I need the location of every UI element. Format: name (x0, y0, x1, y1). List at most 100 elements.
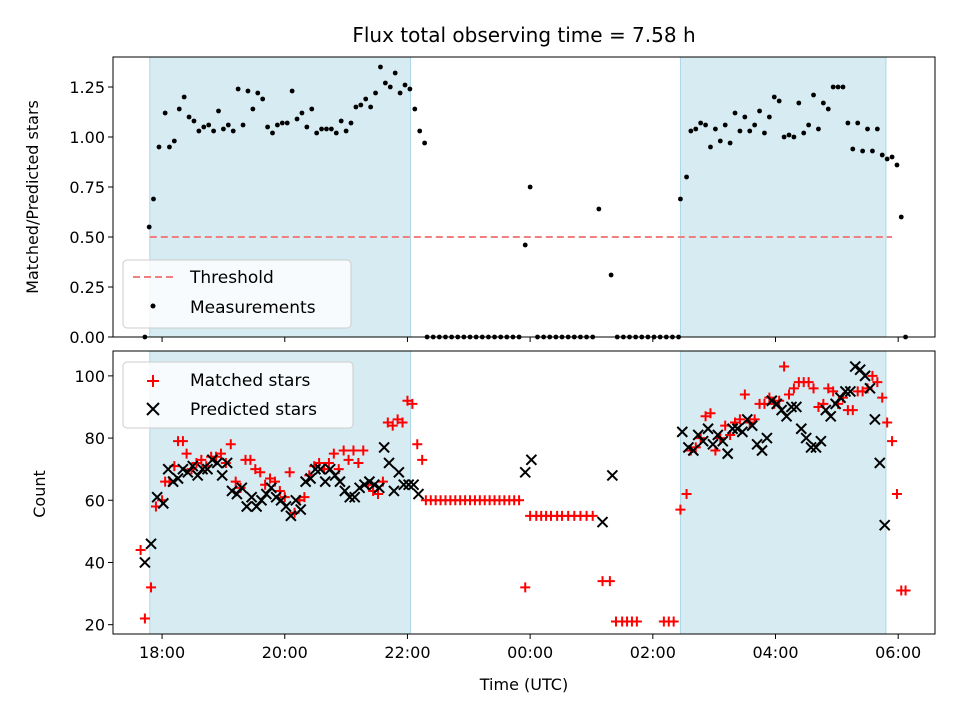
top-y-tick-label: 1.00 (69, 128, 105, 147)
bottom-legend-box (122, 361, 354, 429)
matched-star-point (705, 408, 716, 419)
predicted-star-point (211, 457, 223, 469)
predicted-star-point (265, 482, 277, 494)
matched-star-point (177, 436, 188, 447)
predicted-star-point (780, 410, 793, 423)
measurement-point (889, 154, 895, 160)
predicted-star-point (162, 463, 174, 475)
top-y-tick-label: 0.25 (69, 278, 105, 297)
predicted-star-point (606, 469, 619, 482)
top-y-tick-label: 1.25 (69, 78, 105, 97)
top-observing-spans (149, 56, 887, 338)
predicted-star-point (407, 479, 420, 491)
measurement-point (319, 126, 324, 132)
measurement-point (216, 108, 221, 114)
measurement-point (898, 214, 904, 220)
x-axis-label: Time (UTC) (479, 675, 568, 694)
matched-star-point (353, 457, 364, 468)
predicted-star-point (869, 413, 881, 426)
matched-star-point (808, 383, 819, 394)
bottom-panel: 20 40 60 80 100 18:00 20:00 22:00 00:00 02:00 04:… (30, 350, 936, 694)
measurement-point (527, 184, 533, 190)
predicted-star-point (800, 432, 812, 444)
matched-star-point (358, 445, 369, 456)
measurement-point (260, 96, 266, 102)
predicted-star-point (236, 482, 248, 494)
measurement-point (358, 102, 364, 108)
matched-star-point (338, 445, 349, 456)
measurement-point (786, 132, 792, 138)
measurement-point (840, 84, 846, 90)
predicted-star-point (717, 435, 729, 447)
matched-star-point (891, 489, 902, 500)
matched-star-point (675, 504, 686, 515)
measurement-point (397, 90, 403, 96)
bottom-y-tick-label: 20 (85, 616, 105, 635)
top-y-axis-label: Matched/Predicted stars (23, 100, 42, 294)
matched-star-point (373, 489, 384, 500)
top-y-tick-label: 0.75 (69, 178, 105, 197)
matched-star-point (739, 389, 750, 400)
measurement-point (757, 108, 762, 114)
measurement-point (275, 122, 280, 128)
legend-predicted-label: Predicted stars (190, 400, 317, 420)
matched-star-point (323, 457, 334, 468)
measurement-point (151, 196, 156, 202)
measurement-point (417, 128, 423, 134)
legend-matched-swatch (147, 375, 159, 387)
predicted-star-point (378, 441, 390, 454)
measurement-point (422, 140, 428, 146)
predicted-star-point (344, 491, 356, 503)
measurement-point (830, 84, 836, 90)
matched-star-point (788, 383, 799, 394)
x-tick-label: 18:00 (139, 643, 185, 662)
measurement-point (845, 120, 851, 126)
predicted-star-point (874, 457, 886, 469)
measurement-point (865, 126, 870, 132)
measurement-point (314, 130, 320, 136)
matched-star-point (887, 436, 898, 447)
predicted-star-point (825, 410, 837, 423)
matched-star-point (803, 377, 814, 388)
measurement-point (776, 98, 782, 104)
measurement-point (407, 86, 413, 92)
measurement-point (338, 118, 344, 124)
predicted-star-point (398, 479, 410, 491)
measurement-point (762, 130, 767, 136)
matched-star-point (146, 582, 157, 593)
matched-star-point (284, 467, 295, 478)
matched-star-point (245, 454, 256, 465)
measurement-point (698, 120, 704, 126)
measurement-point (270, 130, 275, 136)
predicted-star-point (334, 475, 346, 488)
measurement-point (333, 130, 339, 136)
measurement-point (874, 126, 880, 132)
measurement-point (294, 116, 300, 122)
bottom-y-tick-label: 40 (85, 553, 105, 572)
predicted-star-point (815, 435, 827, 447)
matched-star-point (417, 454, 428, 465)
top-x-ticks (161, 337, 899, 342)
matched-star-point (779, 361, 790, 372)
predicted-star-point (280, 500, 292, 513)
measurement-point (201, 124, 207, 130)
measurement-point (850, 146, 856, 152)
measurement-point (387, 84, 393, 90)
measurement-point (230, 128, 236, 134)
matched-star-point (139, 613, 150, 624)
predicted-star-point (241, 500, 253, 513)
measurement-point (206, 122, 212, 128)
bottom-x-ticks: 18:00 20:00 22:00 00:00 02:00 04:00 06:00 (139, 634, 921, 662)
x-tick-label: 04:00 (752, 643, 798, 662)
measurement-point (324, 126, 329, 132)
measurement-point (245, 88, 251, 94)
matched-star-point (412, 439, 423, 450)
measurement-point (392, 70, 398, 76)
measurement-point (382, 80, 388, 86)
measurement-point (747, 128, 753, 134)
measurement-point (860, 148, 866, 154)
measurement-point (255, 90, 261, 96)
measurement-point (363, 96, 369, 102)
predicted-star-point (726, 423, 739, 435)
measurement-point (176, 106, 182, 112)
